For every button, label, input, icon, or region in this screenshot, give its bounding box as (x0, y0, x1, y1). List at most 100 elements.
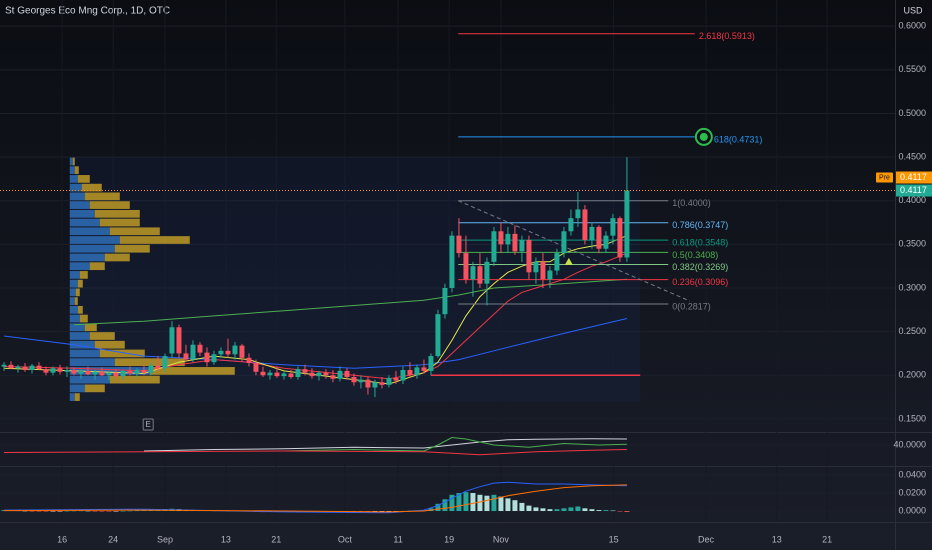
candle-body (64, 370, 70, 372)
x-tick-label: Sep (157, 534, 173, 544)
profile-up (69, 201, 90, 209)
candle-body (512, 233, 518, 252)
histogram-bar (554, 509, 560, 512)
candle-body (57, 368, 63, 372)
profile-down (79, 314, 88, 323)
histogram-bar (85, 510, 91, 512)
pre-label: Pre (879, 174, 890, 181)
candle-body (239, 345, 245, 358)
profile-up (69, 166, 75, 175)
profile-up (69, 375, 110, 384)
earnings-label: E (146, 420, 151, 429)
profile-down (109, 375, 160, 384)
histogram-bar (498, 496, 504, 512)
candle-body (183, 353, 189, 360)
candle-body (610, 218, 616, 236)
candle-body (190, 344, 196, 360)
histogram-bar (435, 503, 441, 512)
profile-down (94, 340, 125, 349)
candle-body (554, 253, 560, 271)
profile-down (72, 157, 75, 166)
histogram-bar (582, 508, 588, 512)
candle-body (337, 370, 343, 379)
histogram-bar (477, 494, 483, 512)
x-tick-label: Dec (698, 534, 715, 544)
profile-down (114, 358, 185, 367)
candle-body (309, 372, 315, 377)
profile-down (109, 227, 160, 236)
indicator-line (283, 436, 627, 452)
histogram-bar (470, 493, 476, 512)
candle-body (1, 364, 7, 367)
histogram-bar (92, 511, 98, 512)
indicator-line (3, 481, 627, 514)
histogram-bar (512, 500, 518, 512)
y-tick-label: 0.2000 (898, 370, 926, 380)
x-tick-label: Oct (338, 534, 353, 544)
histogram-bar (603, 510, 609, 512)
candle-body (421, 367, 427, 371)
candle-body (323, 372, 329, 376)
histogram-bar (99, 511, 105, 512)
candle-body (393, 377, 399, 381)
profile-down (99, 218, 140, 227)
candle-body (15, 366, 21, 369)
candle-body (281, 373, 287, 377)
candle-body (197, 344, 203, 353)
candle-body (505, 233, 511, 245)
histogram-bar (526, 505, 532, 512)
histogram-bar (141, 510, 147, 512)
pre-price-label: 0.4117 (900, 172, 927, 182)
candle-body (617, 218, 623, 258)
pre-badge (876, 172, 893, 183)
candle-body (43, 369, 49, 373)
candle-body (253, 363, 259, 372)
candle-body (134, 370, 140, 374)
candle-body (155, 365, 161, 369)
histogram-bar (491, 494, 497, 512)
pane-tick-label: 0.0400 (898, 469, 926, 479)
fib-label: 0(0.2817) (672, 301, 711, 311)
fib-label: 0.236(0.3096) (672, 277, 728, 287)
histogram-bar (449, 494, 455, 512)
indicator-line (143, 438, 627, 452)
x-tick-label: Nov (493, 534, 510, 544)
candle-body (463, 253, 469, 280)
candle-body (400, 370, 406, 381)
y-tick-label: 0.4000 (898, 195, 926, 205)
histogram-bar (43, 511, 49, 512)
histogram-bar (29, 511, 35, 512)
fib-label: 2.618(0.5913) (699, 31, 755, 41)
candle-body (351, 377, 357, 383)
histogram-bar (78, 510, 84, 512)
candle-body (246, 357, 252, 364)
profile-down (77, 279, 83, 288)
candle-body (211, 354, 217, 363)
fib-label: 618(0.4731) (714, 134, 763, 144)
profile-up (69, 305, 78, 314)
candle-body (92, 371, 98, 375)
moving-average (73, 278, 627, 326)
pre-price-badge (896, 171, 932, 184)
profile-down (99, 349, 145, 358)
trend-line (458, 200, 691, 302)
candle-body (288, 373, 294, 378)
histogram-bar (561, 508, 567, 512)
profile-up (69, 384, 85, 393)
histogram-bar (120, 510, 126, 512)
candle-body (498, 231, 504, 245)
candle-body (568, 218, 574, 232)
profile-up (69, 367, 150, 375)
candle-body (267, 372, 273, 376)
profile-up (69, 183, 82, 192)
candle-body (624, 190, 630, 258)
candle-body (162, 356, 168, 369)
histogram-bar (589, 509, 595, 512)
histogram-bar (533, 507, 539, 512)
candle-body (519, 240, 525, 252)
profile-up (69, 297, 75, 305)
histogram-bar (57, 511, 63, 512)
profile-up (69, 236, 120, 244)
histogram-bar (624, 511, 630, 512)
